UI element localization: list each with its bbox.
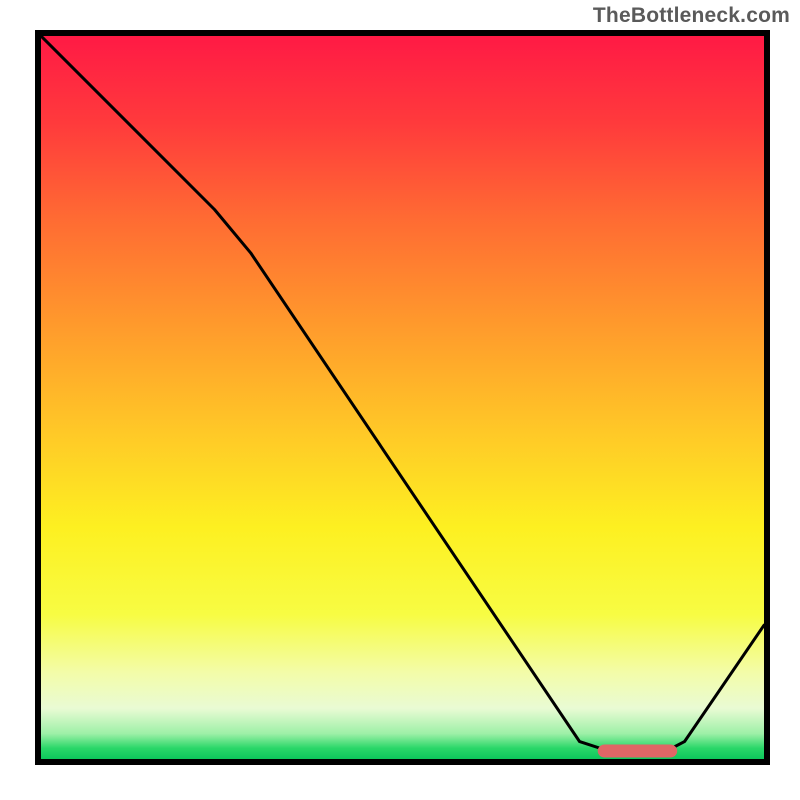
- plot-svg: [41, 36, 764, 759]
- marker-bar: [598, 745, 678, 758]
- plot-area: [41, 36, 764, 759]
- chart-container: TheBottleneck.com: [0, 0, 800, 800]
- watermark-text: TheBottleneck.com: [593, 4, 790, 28]
